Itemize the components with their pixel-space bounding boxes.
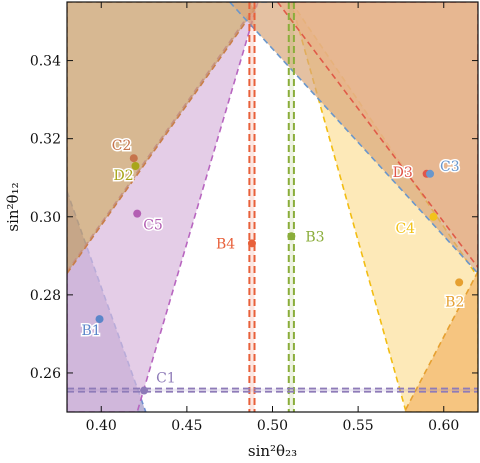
point-D2	[131, 162, 140, 170]
y-tick-label-0: 0.26	[30, 366, 61, 382]
C2-region	[67, 2, 256, 275]
point-label-B2: B2	[445, 294, 464, 310]
y-axis-title: sin²θ₁₂	[4, 182, 22, 231]
point-B1	[95, 315, 104, 324]
point-label-C3: C3	[440, 159, 460, 175]
point-label-B1: B1	[82, 323, 101, 339]
point-label-B3: B3	[305, 229, 324, 245]
point-C2	[129, 154, 138, 163]
y-tick-label-4: 0.34	[30, 54, 61, 70]
point-C4	[429, 212, 438, 221]
point-label-C5: C5	[143, 218, 163, 234]
x-tick-label-2: 0.50	[257, 418, 288, 434]
point-label-B4: B4	[216, 236, 235, 252]
point-label-C1: C1	[156, 371, 176, 387]
point-B3	[287, 232, 296, 241]
D3-region	[276, 2, 478, 269]
point-label-D3: D3	[393, 165, 413, 181]
x-tick-label-3: 0.55	[343, 418, 374, 434]
point-label-D2: D2	[114, 168, 134, 184]
point-C3	[426, 169, 435, 178]
point-C5	[133, 209, 142, 218]
y-tick-label-2: 0.30	[30, 210, 61, 226]
point-label-C2: C2	[112, 138, 132, 154]
B2-region	[403, 271, 478, 412]
B4-band-fill	[249, 2, 255, 412]
B3-band-fill	[288, 2, 294, 412]
plot-area: B1 C1 C2 D2 C5 B4 B3 D3 C3 C4 B2	[67, 2, 478, 412]
point-C1	[140, 386, 149, 395]
point-label-C4: C4	[395, 221, 415, 237]
x-axis-title: sin²θ₂₃	[248, 442, 297, 460]
x-tick-label-4: 0.60	[428, 418, 459, 434]
x-tick-label-0: 0.40	[86, 418, 117, 434]
C1-band-fill	[67, 388, 478, 392]
point-B2	[455, 278, 464, 287]
y-tick-label-3: 0.32	[30, 132, 61, 148]
y-tick-label-1: 0.28	[30, 288, 61, 304]
point-B4	[247, 239, 256, 248]
x-tick-label-1: 0.45	[171, 418, 202, 434]
